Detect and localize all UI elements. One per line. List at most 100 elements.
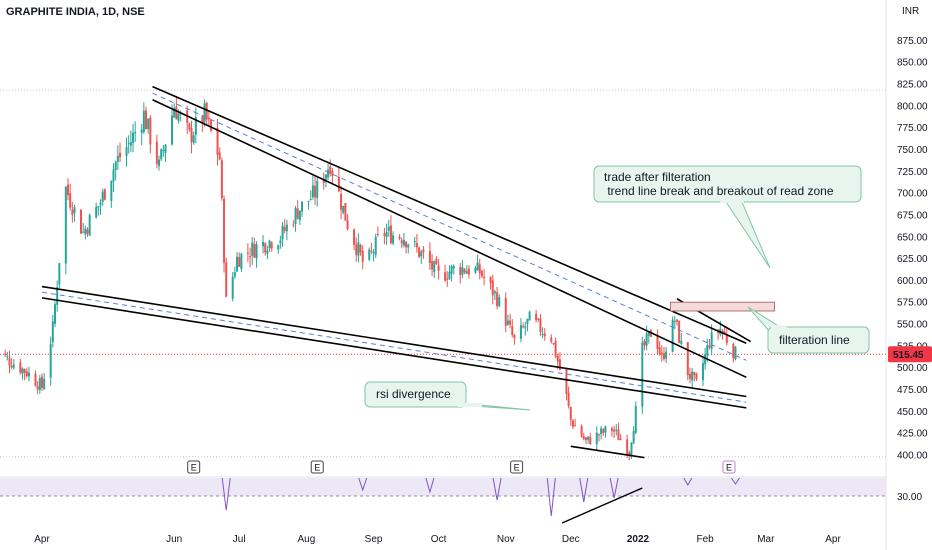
candle: [641, 336, 644, 415]
candle: [359, 243, 362, 256]
candle: [192, 131, 195, 145]
candle: [36, 381, 39, 395]
candle-body: [80, 209, 83, 234]
candle-body: [95, 206, 98, 218]
candle: [220, 157, 223, 201]
candle: [119, 142, 122, 163]
candle-body: [437, 265, 440, 271]
candle-body: [103, 189, 106, 200]
candle: [678, 320, 681, 344]
candle: [446, 271, 449, 287]
candle-body: [693, 371, 696, 375]
candle-body: [99, 202, 102, 205]
candle-body: [710, 332, 713, 349]
candle-body: [322, 178, 325, 183]
candle-body: [132, 132, 135, 143]
y-tick-label: 825.00: [897, 80, 928, 91]
candle-body: [673, 321, 676, 323]
candle: [149, 114, 152, 154]
candle-body: [643, 341, 646, 346]
candle-body: [535, 313, 538, 321]
candle: [660, 345, 663, 362]
candle: [721, 329, 724, 340]
candle: [164, 143, 167, 162]
candle: [725, 328, 728, 346]
candle: [539, 313, 542, 337]
candle: [203, 99, 206, 127]
candle: [420, 249, 423, 264]
candle: [405, 240, 408, 254]
candle-body: [147, 118, 150, 130]
candle-body: [54, 304, 57, 324]
candle: [433, 260, 436, 279]
candle-body: [543, 333, 546, 337]
candle: [190, 120, 193, 154]
candle: [25, 367, 28, 378]
candle: [205, 101, 208, 125]
earnings-badge-box: [510, 460, 524, 474]
candle: [496, 286, 499, 310]
candle-body: [641, 342, 644, 407]
y-tick-label: 850.00: [897, 58, 928, 69]
candle: [604, 425, 607, 438]
candle-body: [69, 193, 72, 208]
candle-body: [216, 127, 219, 155]
candle-body: [279, 240, 282, 244]
candle: [58, 262, 61, 289]
candle: [491, 274, 494, 305]
candle: [617, 422, 620, 441]
candle-body: [552, 343, 555, 345]
channel-midline: [152, 92, 747, 361]
candle: [626, 434, 629, 458]
candle: [673, 316, 676, 330]
candle-body: [461, 267, 464, 275]
candle: [188, 122, 191, 132]
candle: [355, 237, 358, 262]
candle: [285, 219, 288, 241]
candle: [281, 222, 284, 248]
candle: [95, 202, 98, 219]
candle-body: [526, 318, 529, 325]
candle-body: [504, 297, 507, 326]
candle: [522, 322, 525, 329]
candle-body: [296, 208, 299, 219]
candle-body: [619, 438, 622, 440]
candle: [415, 233, 418, 253]
candle-body: [218, 152, 221, 160]
candle-body: [246, 252, 249, 254]
candle: [671, 316, 674, 353]
candle: [582, 432, 585, 441]
candle-body: [671, 319, 674, 352]
candle: [519, 318, 522, 343]
candle-body: [556, 355, 559, 362]
candle: [708, 339, 711, 350]
candle-body: [134, 131, 137, 134]
candle: [461, 259, 464, 279]
candle: [645, 325, 648, 351]
candle: [142, 102, 145, 135]
candle-body: [489, 277, 492, 283]
candle-body: [658, 347, 661, 354]
candle-body: [376, 233, 379, 235]
candle-body: [717, 332, 720, 334]
candle: [595, 426, 598, 450]
candle: [134, 121, 137, 142]
candle-body: [353, 229, 356, 245]
y-tick-label: 475.00: [897, 385, 928, 396]
candle-body: [225, 262, 228, 297]
candle-body: [298, 210, 301, 221]
candle: [218, 147, 221, 161]
candle: [357, 233, 360, 263]
candle-body: [452, 266, 455, 269]
candle-body: [192, 135, 195, 143]
trendline: [152, 98, 747, 379]
candle-body: [558, 359, 561, 370]
candle-body: [346, 220, 349, 230]
y-tick-label: 800.00: [897, 101, 928, 112]
candle: [73, 204, 76, 222]
candle: [489, 276, 492, 290]
candle-body: [476, 262, 479, 271]
y-tick-label: 700.00: [897, 189, 928, 200]
